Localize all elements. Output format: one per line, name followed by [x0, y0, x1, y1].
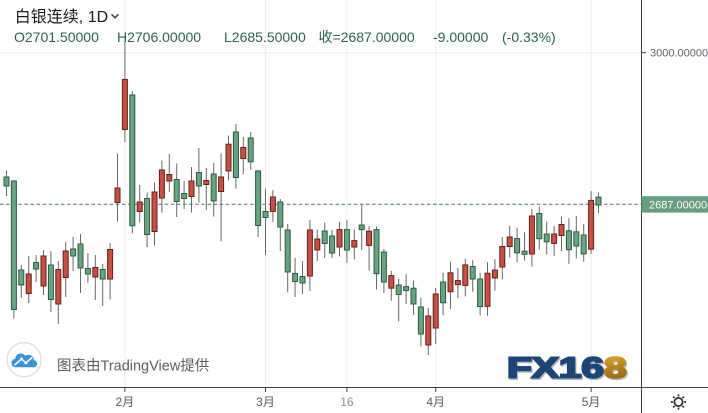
svg-text:FX168: FX168 — [508, 354, 628, 386]
svg-text:L2685.50000: L2685.50000 — [224, 29, 306, 45]
svg-text:(-0.33%): (-0.33%) — [502, 29, 556, 45]
svg-text:2月: 2月 — [116, 395, 135, 409]
svg-text:FX168: FX168 — [507, 352, 627, 384]
svg-text:5月: 5月 — [582, 395, 601, 409]
svg-text:3000.00000: 3000.00000 — [650, 48, 708, 60]
svg-text:O2701.50000: O2701.50000 — [14, 29, 99, 45]
svg-text:H2706.00000: H2706.00000 — [117, 29, 201, 45]
svg-text:白银连续, 1D: 白银连续, 1D — [15, 8, 108, 26]
svg-text:图表由TradingView提供: 图表由TradingView提供 — [57, 358, 209, 375]
svg-text:-9.00000: -9.00000 — [433, 29, 488, 45]
svg-text:2687.00000: 2687.00000 — [649, 199, 707, 211]
svg-text:收=2687.00000: 收=2687.00000 — [319, 29, 415, 45]
svg-text:3月: 3月 — [256, 395, 275, 409]
svg-text:4月: 4月 — [426, 395, 445, 409]
svg-text:16: 16 — [340, 395, 354, 409]
